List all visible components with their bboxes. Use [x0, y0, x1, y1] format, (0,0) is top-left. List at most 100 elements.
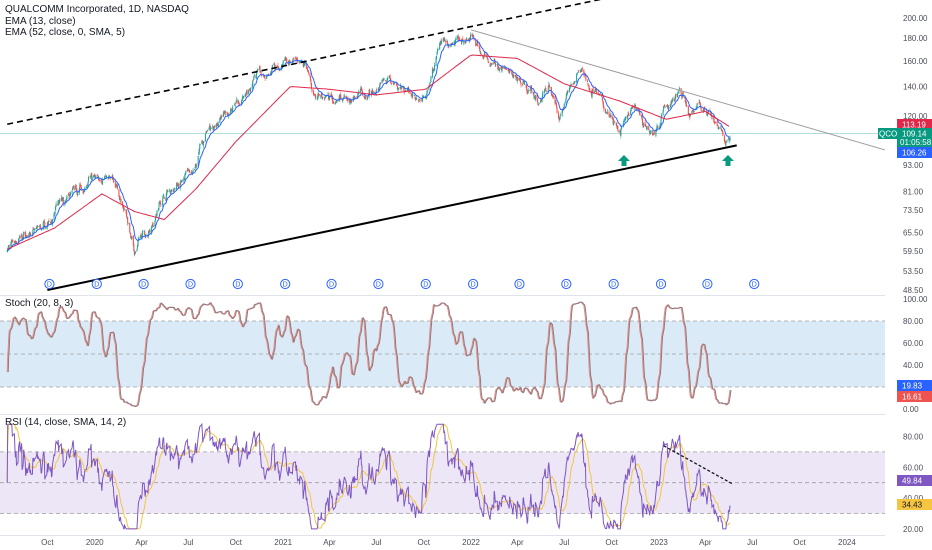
candle-body — [268, 73, 270, 75]
candle-body — [379, 82, 381, 87]
price-pane[interactable] — [0, 32, 885, 257]
candle-body — [190, 171, 193, 173]
candle-body — [511, 74, 513, 75]
candle-body — [213, 127, 215, 130]
candle-body — [25, 234, 27, 239]
candle-body — [333, 102, 335, 104]
price-axis[interactable]: 200.00 180.00 160.00 140.00 120.00 93.00 81.00… — [885, 0, 932, 550]
candle-body — [628, 112, 630, 115]
candle-body — [479, 48, 481, 52]
dividend-marker[interactable]: D — [280, 278, 291, 290]
candle-body — [8, 245, 10, 247]
candle-body — [524, 83, 526, 85]
candle-body — [273, 63, 275, 67]
candle-body — [321, 97, 323, 100]
dividend-marker[interactable]: D — [185, 278, 196, 290]
candle-body — [651, 130, 653, 134]
candle-body — [350, 101, 352, 103]
candle-body — [364, 97, 367, 99]
support-trendline[interactable] — [47, 144, 737, 291]
stoch-pane[interactable] — [0, 301, 885, 408]
candle-body — [576, 74, 578, 76]
candle-body — [696, 103, 698, 108]
candle-body — [181, 181, 183, 182]
dividend-label: D — [705, 282, 710, 289]
dividend-marker[interactable]: D — [561, 278, 572, 290]
time-tick-label: Oct — [605, 538, 618, 547]
dividend-marker[interactable]: D — [44, 278, 55, 290]
candle-body — [141, 235, 143, 239]
candle-body — [115, 187, 117, 188]
candle-body — [96, 174, 98, 176]
dividend-marker[interactable]: D — [608, 278, 619, 290]
candle-body — [220, 117, 222, 120]
dividend-marker[interactable]: D — [138, 278, 149, 290]
candle-body — [437, 49, 439, 52]
dividend-marker[interactable]: D — [655, 278, 667, 290]
candle-body — [576, 74, 578, 83]
candle-body — [365, 98, 367, 100]
candle-body — [264, 78, 266, 79]
dividend-label: D — [188, 282, 193, 289]
stoch-tick-label: 100.00 — [903, 295, 928, 304]
candle-body — [231, 108, 233, 111]
candle-body — [562, 109, 564, 112]
dividend-marker[interactable]: D — [373, 278, 384, 290]
ticker-tag — [878, 128, 898, 139]
candle-body — [707, 112, 709, 115]
dividend-label: D — [376, 282, 381, 289]
candle-body — [309, 76, 311, 81]
candle-body — [305, 63, 307, 69]
candle-body — [279, 68, 281, 72]
dividend-marker[interactable]: D — [326, 278, 337, 290]
dividend-marker[interactable]: D — [749, 278, 760, 290]
candle-body — [36, 225, 38, 227]
dividend-marker[interactable]: D — [420, 278, 431, 290]
candle-body — [327, 94, 329, 95]
dividend-marker[interactable]: D — [514, 278, 525, 290]
candle-body — [183, 178, 185, 181]
candle-body — [718, 127, 720, 129]
candle-body — [426, 89, 428, 93]
candle-body — [673, 99, 675, 100]
candle-body — [54, 214, 56, 215]
candle-body — [277, 65, 279, 68]
dividend-marker[interactable]: D — [468, 278, 479, 290]
candle-body — [554, 95, 556, 103]
candle-body — [543, 91, 545, 93]
dividend-marker[interactable]: D — [702, 278, 713, 290]
candle-body — [242, 97, 244, 98]
falling-trendline[interactable] — [470, 29, 910, 158]
candle-body — [509, 69, 511, 72]
candle-body — [6, 251, 8, 252]
candle-body — [170, 189, 172, 192]
ema-slow-tag — [897, 119, 932, 130]
candle-body — [21, 234, 23, 240]
dividend-marker[interactable]: D — [91, 278, 102, 290]
rsi-divergence-trendline[interactable] — [663, 445, 734, 485]
ema-fast-value: 106.26 — [902, 149, 927, 158]
time-tick-label: 2021 — [274, 538, 292, 547]
candle-body — [599, 93, 601, 94]
price-tick-label: 65.50 — [903, 228, 924, 237]
candle-body — [411, 94, 413, 98]
candle-body — [28, 234, 30, 238]
candle-body — [121, 202, 124, 207]
candle-body — [506, 68, 508, 70]
candle-body — [178, 183, 180, 189]
dividend-marker[interactable]: D — [232, 278, 243, 290]
candle-body — [430, 76, 432, 82]
candle-body — [679, 88, 681, 90]
candle-body — [605, 112, 607, 114]
candle-body — [389, 75, 391, 77]
candle-body — [174, 188, 176, 190]
candle-body — [509, 69, 511, 73]
candle-body — [351, 99, 353, 103]
time-axis[interactable]: Oct 2020 Apr Jul Oct 2021 Apr Jul Oct 2022 Apr Jul O… — [41, 538, 856, 547]
candle-body — [433, 64, 436, 71]
stoch-title: Stoch (20, 8, 3) — [5, 298, 73, 309]
upper-channel-trendline[interactable] — [7, 0, 659, 126]
rsi-pane[interactable] — [0, 422, 885, 530]
